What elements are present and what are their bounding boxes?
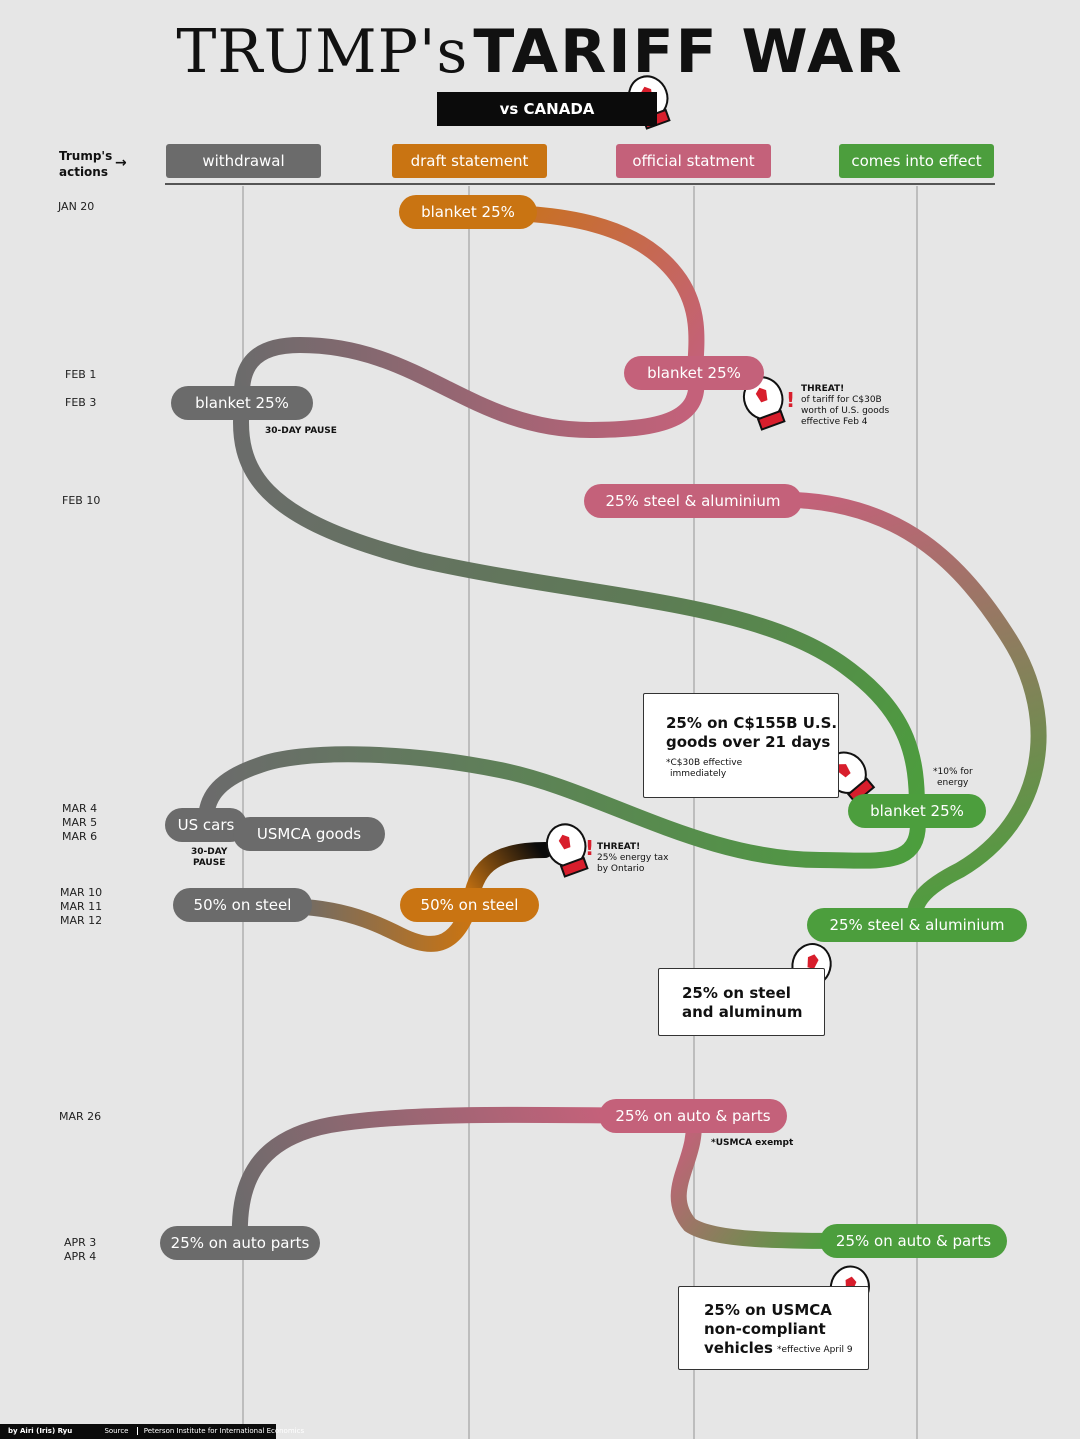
pause-note: 30-DAY PAUSE [265,426,337,436]
column-header-effect: comes into effect [839,144,994,178]
event-feb3-withdrawal: blanket 25% [171,386,313,420]
canada-response-box-3: 25% on USMCA non-compliant vehicles *eff… [678,1286,869,1370]
date-label: JAN 20 [58,200,95,213]
box-line: vehicles [704,1339,773,1357]
date-label: APR 3 [64,1236,97,1249]
date-label: MAR 10 [60,886,103,899]
pause-note-line-2: PAUSE [192,858,226,868]
pause-note-line-1: 30-DAY [191,847,228,857]
column-header-draft: draft statement [392,144,547,178]
box-note: *C$30B effective immediately [666,758,837,780]
page-subtitle: vs CANADA [437,92,657,126]
flow-jan20-feb1 [462,204,705,378]
flow-feb1-feb3 [233,336,705,439]
column-gridlines [242,186,918,1439]
date-label: MAR 11 [60,900,103,913]
flow-feb10-mar12 [787,492,1047,933]
event-feb1-official: blanket 25% [624,356,764,390]
threat-line: effective Feb 4 [801,417,868,427]
source-text: Peterson Institute for International Eco… [136,1427,305,1435]
threat-line: 25% energy tax [597,853,669,863]
date-label: APR 4 [64,1250,97,1263]
box-line: non-compliant [704,1320,826,1338]
threat-line: worth of U.S. goods [801,406,890,416]
event-mar12-effect: 25% steel & aluminium [807,908,1027,942]
event-mar26-official: 25% on auto & parts [599,1099,787,1133]
flow-mar26-apr3-withdraw [231,1106,701,1250]
box-line: goods over 21 days [666,733,831,751]
box-note: *effective April 9 [777,1345,853,1355]
threat-title: THREAT! [801,384,845,394]
energy-note: *10% for energy [933,767,973,789]
energy-note-line-1: *10% for [933,767,973,777]
glove-icon [545,823,589,878]
date-label: MAR 26 [59,1110,102,1123]
date-label: MAR 4 [62,802,98,815]
flow-feb3-mar4 [233,396,925,816]
date-label: FEB 1 [65,368,97,381]
actions-label-line-1: Trump's [59,149,113,163]
title-part-2: TARIFF WAR [473,17,904,87]
box-text: 25% on USMCA non-compliant vehicles [704,1301,832,1358]
box-note-line: immediately [670,769,727,779]
actions-label-line-2: actions [59,165,108,179]
event-mar6-withdrawal: USMCA goods [233,817,385,851]
event-mar11-withdrawal: 50% on steel [173,888,312,922]
threat-title: THREAT! [597,842,641,852]
author-credit: by Airi (Iris) Ryu [8,1427,73,1435]
event-jan20-draft: blanket 25% [399,195,537,229]
flow-mar26-apr3-effect [670,1108,923,1249]
column-header-official: official statment [616,144,771,178]
canada-response-box-2: 25% on steel and aluminum [658,968,825,1036]
threat-line: of tariff for C$30B [801,395,882,405]
column-header-withdrawal: withdrawal [166,144,321,178]
energy-note-line-2: energy [937,778,969,788]
event-apr3-withdrawal: 25% on auto parts [160,1226,320,1260]
event-mar5-withdrawal: US cars [165,808,247,842]
canada-response-box-1: 25% on C$155B U.S. goods over 21 days *C… [643,693,839,798]
date-label: FEB 10 [62,494,101,507]
canada-threat-2: THREAT! 25% energy tax by Ontario [597,842,668,875]
event-mar11-draft: 50% on steel [400,888,539,922]
arrow-right-icon: → [115,155,127,171]
flow-mar4-mar5 [197,746,926,869]
page-title: TRUMP's TARIFF WAR [0,22,1080,82]
box-text: 25% on steel and aluminum [682,984,802,1022]
box-line: 25% on steel [682,984,791,1002]
exclamation-icon: ! [786,388,796,412]
title-part-1: TRUMP's [176,17,469,87]
source-label: Source [104,1427,129,1435]
exclamation-icon: ! [585,836,595,860]
box-line: and aluminum [682,1003,803,1021]
event-mar4-effect: blanket 25% [848,794,986,828]
event-apr3-effect: 25% on auto & parts [820,1224,1007,1258]
pause-note-2: 30-DAY PAUSE [191,847,227,869]
date-label: MAR 5 [62,816,98,829]
box-note-line: *C$30B effective [666,758,743,768]
date-label: FEB 3 [65,396,97,409]
usmca-exempt-note: *USMCA exempt [711,1138,794,1148]
date-label: MAR 12 [60,914,103,927]
box-line: 25% on USMCA [704,1301,832,1319]
canada-threat-1: THREAT! of tariff for C$30B worth of U.S… [801,384,889,428]
actions-label: Trump's actions → [59,148,127,180]
box-text: 25% on C$155B U.S. goods over 21 days *C… [666,714,837,780]
box-line: 25% on C$155B U.S. [666,714,838,732]
threat-line: by Ontario [597,864,645,874]
date-label: MAR 6 [62,830,98,843]
event-feb10-official: 25% steel & aluminium [584,484,802,518]
footer-credit: by Airi (Iris) Ryu Source Peterson Insti… [0,1424,305,1439]
